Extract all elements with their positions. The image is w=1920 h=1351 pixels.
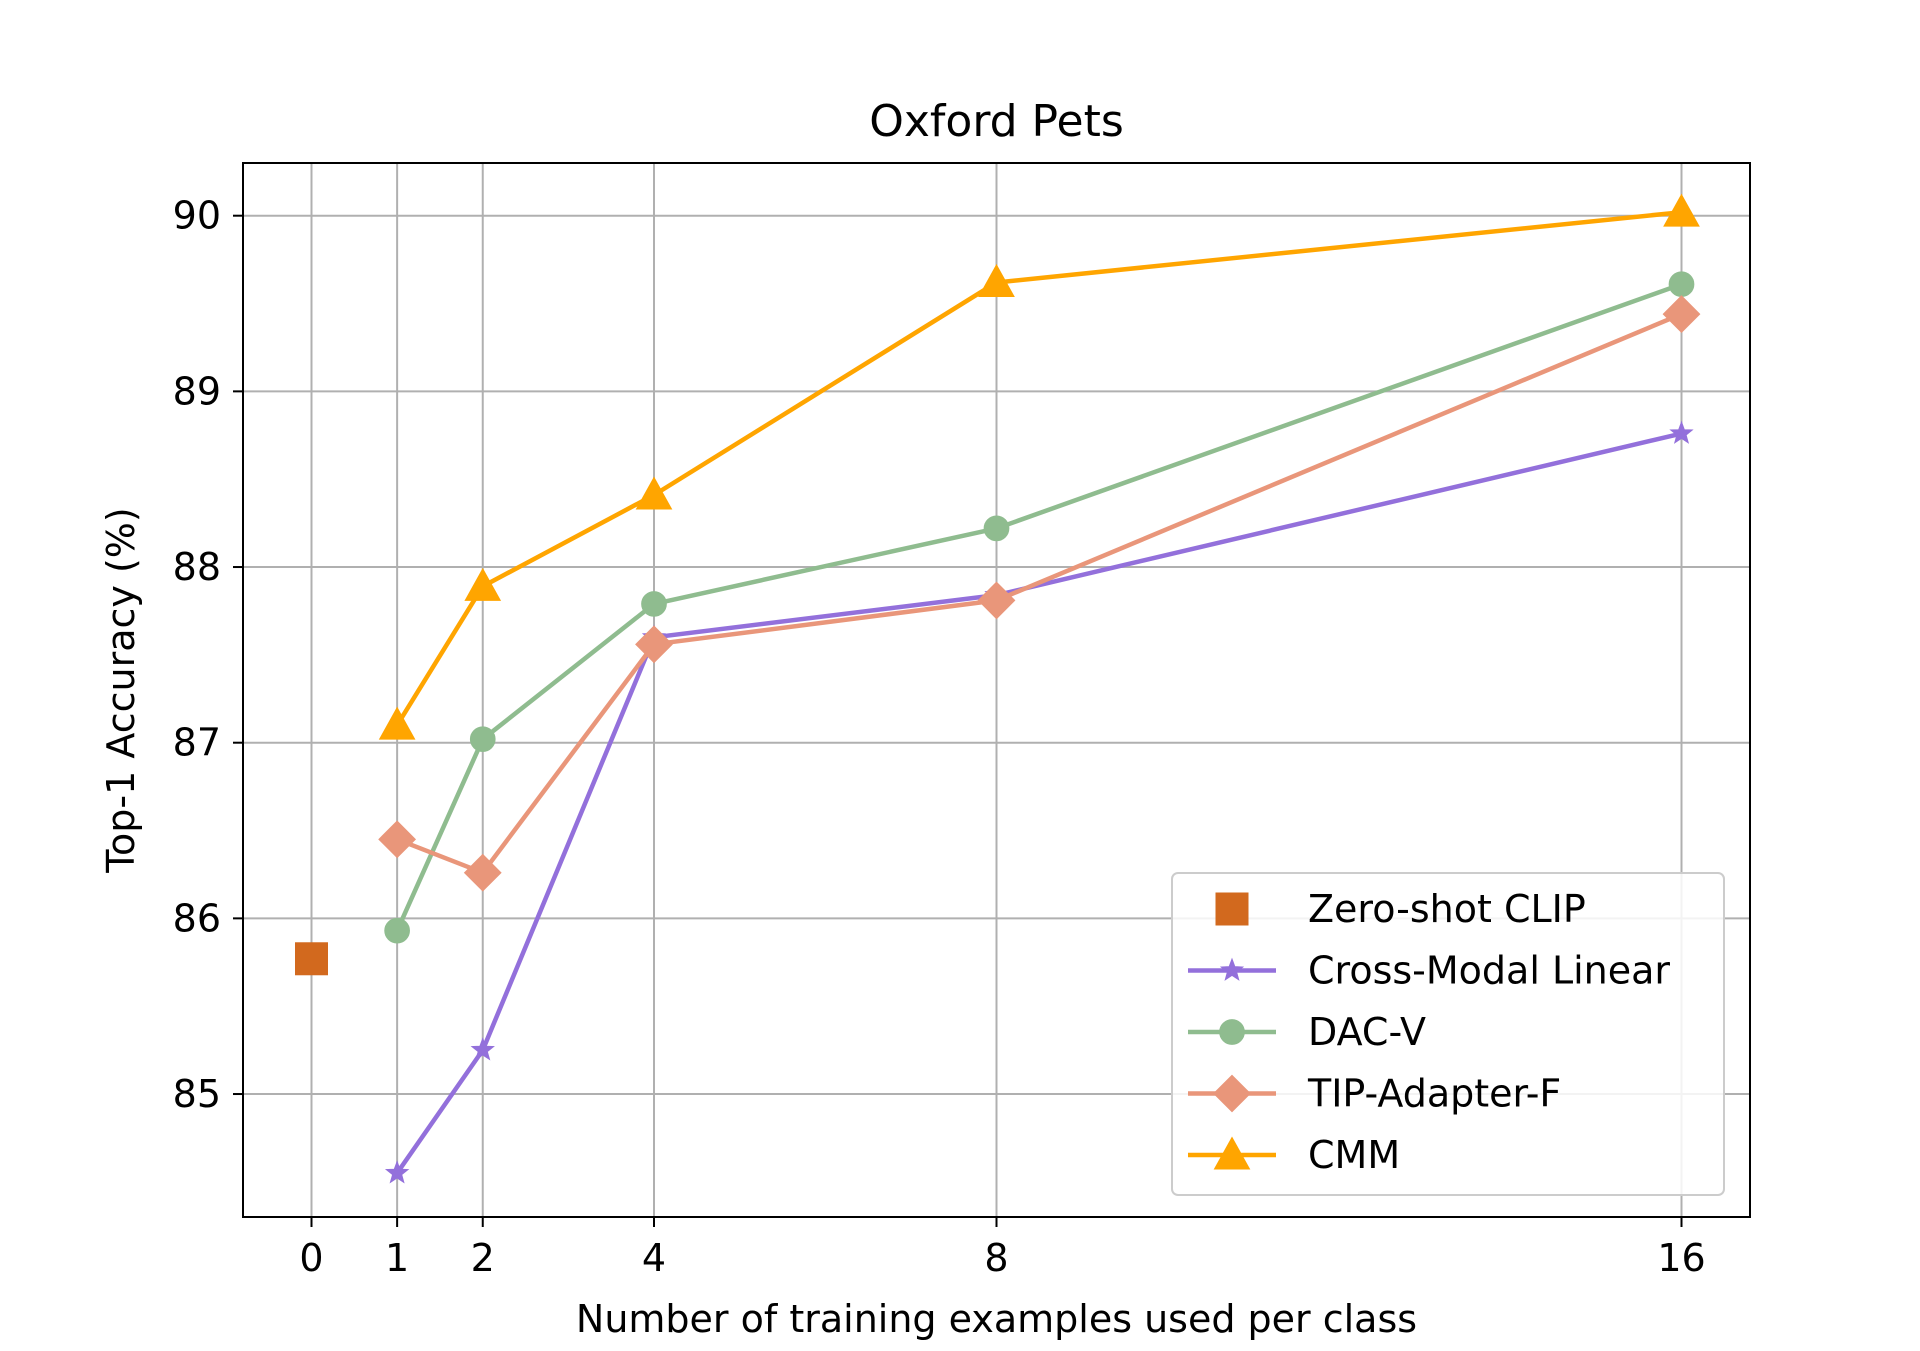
legend-item: CMM: [1188, 1133, 1400, 1177]
data-point: [978, 263, 1015, 297]
legend-item: Cross-Modal Linear: [1188, 949, 1670, 993]
data-point: [1663, 193, 1700, 227]
data-point: [469, 726, 496, 753]
y-tick-label: 90: [173, 194, 221, 238]
data-point: [1662, 295, 1701, 333]
ticks: 0 1 2 4 8 16 85 86 87 88 89 90: [173, 194, 1706, 1280]
data-point: [1668, 271, 1695, 298]
data-point: [977, 581, 1016, 620]
data-point: [378, 706, 416, 740]
x-tick-label: 4: [642, 1236, 666, 1280]
data-point: [384, 917, 410, 944]
x-tick-label: 16: [1657, 1236, 1705, 1280]
legend-label: TIP-Adapter-F: [1307, 1072, 1561, 1116]
y-tick-label: 87: [173, 721, 221, 765]
data-point: [384, 1160, 410, 1184]
grid: [243, 163, 1750, 1217]
x-axis-label: Number of training examples used per cla…: [576, 1297, 1417, 1341]
legend-label: Cross-Modal Linear: [1308, 949, 1670, 993]
chart-title: Oxford Pets: [869, 96, 1124, 147]
legend-box: [1171, 872, 1725, 1196]
y-tick-label: 89: [173, 369, 221, 413]
y-tick-label: 88: [173, 545, 221, 589]
x-tick-label: 8: [984, 1236, 1008, 1280]
y-axis-label: Top-1 Accuracy (%): [99, 507, 143, 873]
data-point: [983, 515, 1010, 542]
legend-marker: [1213, 1136, 1251, 1170]
y-tick-label: 86: [173, 896, 221, 940]
legend-marker: [1215, 892, 1249, 926]
legend-label: Zero-shot CLIP: [1308, 887, 1586, 931]
legend-item: TIP-Adapter-F: [1188, 1072, 1561, 1116]
x-tick-label: 2: [471, 1236, 495, 1280]
data-point: [295, 942, 328, 976]
legend-marker: [1213, 1074, 1251, 1113]
data-point: [464, 567, 502, 601]
x-tick-label: 0: [299, 1236, 323, 1280]
data-point: [641, 591, 667, 617]
legend: Zero-shot CLIP Cross-Modal Linear DAC-V TIP…: [1171, 872, 1725, 1196]
data-point: [635, 476, 673, 510]
legend-item: Zero-shot CLIP: [1215, 887, 1586, 931]
series-line: [395, 209, 1682, 727]
data-point: [1669, 420, 1694, 444]
series-0: [295, 942, 328, 976]
y-tick-label: 85: [173, 1072, 221, 1116]
data-point: [463, 853, 502, 892]
legend-label: CMM: [1308, 1133, 1400, 1177]
series-line: [395, 282, 1683, 932]
legend-label: DAC-V: [1308, 1010, 1426, 1054]
series-4: [378, 193, 1700, 740]
legend-marker: [1219, 957, 1245, 981]
data-point: [635, 625, 673, 664]
series-layer: [295, 193, 1701, 1184]
legend-item: DAC-V: [1188, 1010, 1426, 1054]
series-3: [378, 295, 1701, 892]
x-tick-label: 1: [385, 1236, 409, 1280]
series-2: [384, 271, 1695, 944]
data-point: [378, 820, 417, 859]
legend-marker: [1219, 1019, 1245, 1045]
data-point: [470, 1037, 495, 1061]
